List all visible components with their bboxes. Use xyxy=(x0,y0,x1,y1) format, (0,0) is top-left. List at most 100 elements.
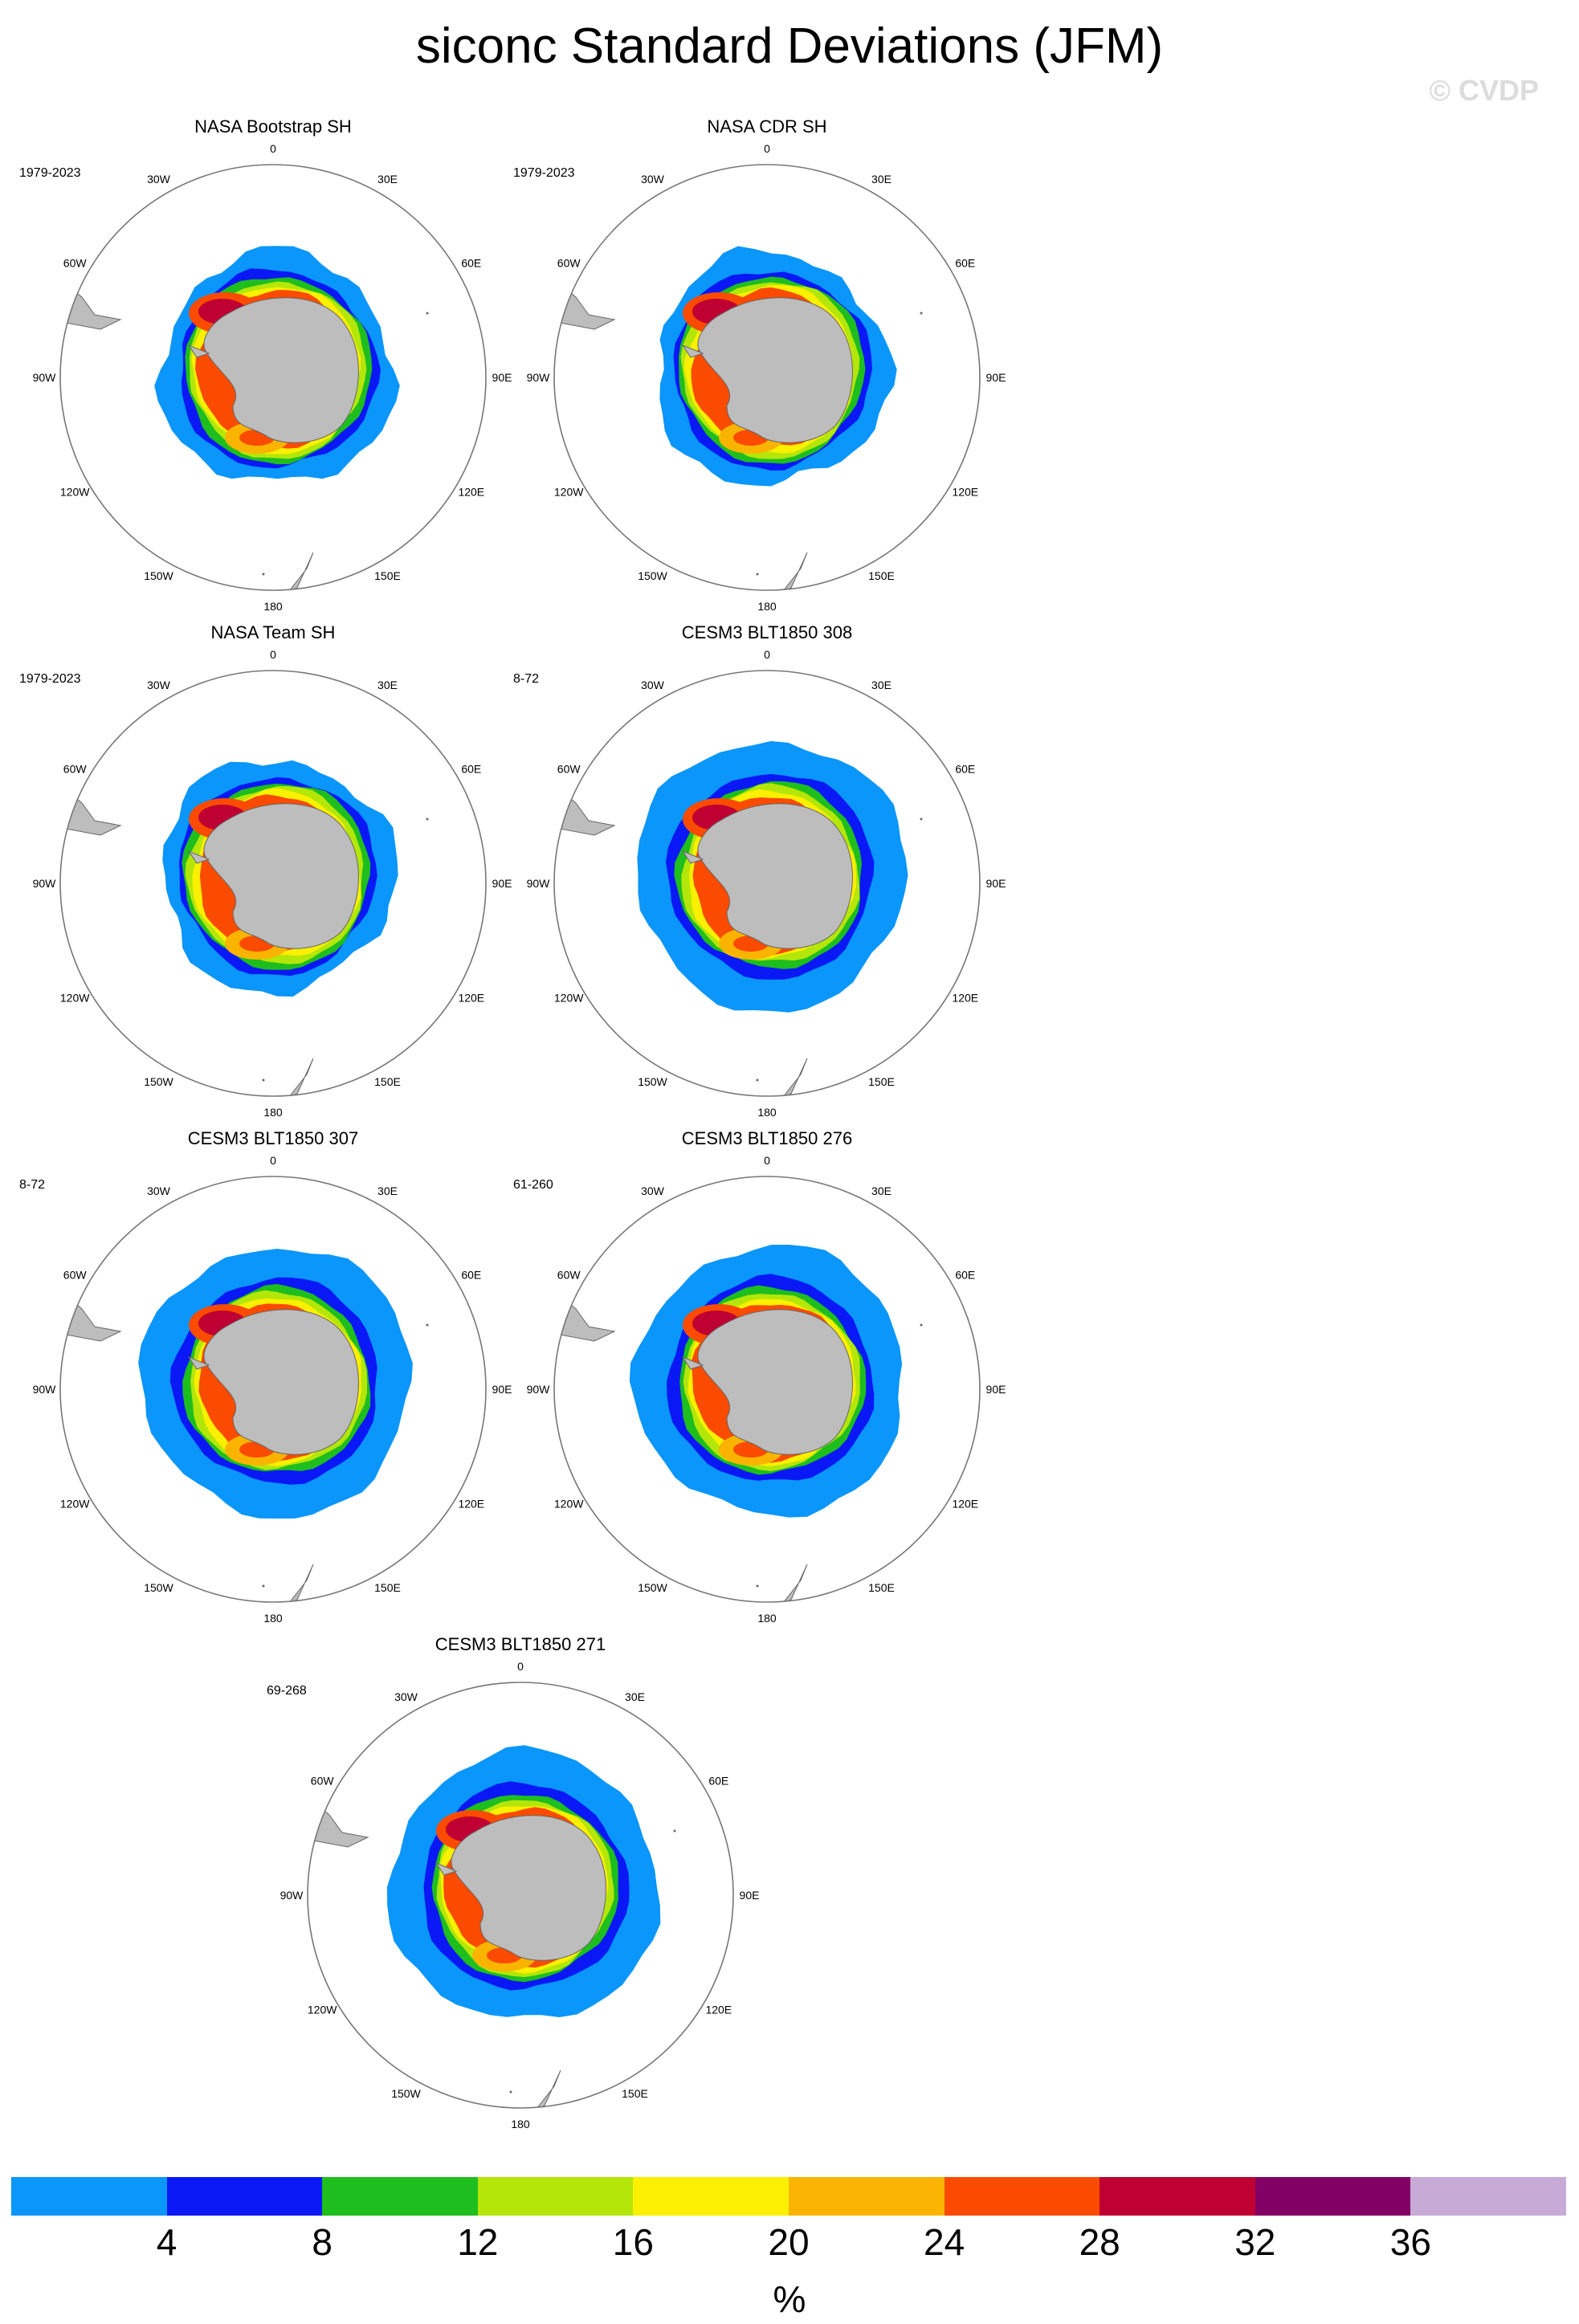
longitude-label: 150W xyxy=(638,1075,667,1088)
longitude-label: 60E xyxy=(955,763,975,776)
polar-map: 0 30E 60E 90E 120E 150E 180 150W 120W 90W 60W 30W xyxy=(33,142,512,613)
longitude-label: 120E xyxy=(952,486,978,499)
south-america-landmass xyxy=(309,1797,369,1848)
colorbar-tick-label: 24 xyxy=(924,2221,965,2263)
colorbar-segment xyxy=(1255,2177,1411,2216)
longitude-label: 120W xyxy=(554,486,584,499)
longitude-label: 180 xyxy=(263,600,283,613)
panel-years: 1979-2023 xyxy=(19,672,81,686)
longitude-label: 0 xyxy=(517,1660,524,1673)
longitude-label: 150E xyxy=(868,569,895,582)
watermark: © CVDP xyxy=(1429,74,1539,107)
map-panel: NASA CDR SH 1979-2023 0 30E 60E 90E 120E 150E 18… xyxy=(502,116,1032,614)
polar-map: 0 30E 60E 90E 120E 150E 180 150W 120W 90W 60W 30W xyxy=(527,1154,1006,1625)
map-panel: CESM3 BLT1850 276 61-260 0 30E 60E 90E 120E 150… xyxy=(502,1128,1032,1626)
longitude-label: 30E xyxy=(871,679,892,691)
colorbar-segment xyxy=(1100,2177,1255,2216)
colorbar-segment xyxy=(944,2177,1100,2216)
new-zealand-landmass xyxy=(288,552,314,590)
panel-title: CESM3 BLT1850 307 xyxy=(187,1128,359,1148)
new-zealand-landmass xyxy=(535,2069,561,2108)
longitude-label: 30E xyxy=(625,1690,645,1703)
colorbar-segment xyxy=(633,2177,789,2216)
longitude-label: 150W xyxy=(391,2087,421,2100)
longitude-label: 150W xyxy=(638,1581,667,1594)
panel-title: NASA Team SH xyxy=(210,622,336,642)
polar-map: 0 30E 60E 90E 120E 150E 180 150W 120W 90W 60W 30W xyxy=(33,648,512,1119)
antarctica-landmass xyxy=(697,803,853,949)
map-boundary xyxy=(553,670,981,1097)
longitude-label: 150W xyxy=(638,569,667,582)
longitude-label: 90E xyxy=(492,1383,512,1396)
map-panel: NASA Team SH 1979-2023 0 30E 60E 90E 120E 150E 1… xyxy=(8,622,538,1120)
longitude-label: 60E xyxy=(461,257,481,270)
antarctica-landmass xyxy=(697,1309,853,1455)
new-zealand-landmass xyxy=(781,1564,808,1602)
panel-years: 61-260 xyxy=(513,1178,553,1192)
longitude-label: 60W xyxy=(557,257,581,270)
longitude-label: 60W xyxy=(63,257,88,270)
longitude-label: 30W xyxy=(147,173,171,186)
colorbar-tick-label: 16 xyxy=(612,2221,654,2263)
figure-title: siconc Standard Deviations (JFM) xyxy=(415,18,1164,74)
longitude-label: 30W xyxy=(394,1690,418,1703)
map-panel: CESM3 BLT1850 271 69-268 0 30E 60E 90E 120E 150… xyxy=(255,1634,785,2132)
longitude-label: 90W xyxy=(33,877,57,890)
longitude-label: 90W xyxy=(280,1889,304,1902)
longitude-label: 150E xyxy=(868,1075,895,1088)
longitude-label: 120E xyxy=(952,1498,978,1511)
longitude-label: 120W xyxy=(554,1498,584,1511)
new-zealand-landmass xyxy=(288,1058,314,1096)
map-boundary xyxy=(553,164,981,591)
map-boundary xyxy=(59,1176,487,1603)
longitude-label: 150E xyxy=(868,1581,895,1594)
longitude-label: 60E xyxy=(955,257,975,270)
longitude-label: 90E xyxy=(492,371,512,384)
longitude-label: 150E xyxy=(374,569,401,582)
colorbar-tick-label: 28 xyxy=(1079,2221,1120,2263)
colorbar-segment xyxy=(477,2177,634,2216)
colorbar xyxy=(11,2177,1566,2216)
longitude-label: 60W xyxy=(63,763,88,776)
south-america-landmass xyxy=(556,785,616,836)
south-america-landmass xyxy=(556,279,616,330)
longitude-label: 60W xyxy=(557,1269,581,1282)
longitude-label: 30E xyxy=(871,1184,892,1197)
longitude-label: 60E xyxy=(461,1269,481,1282)
longitude-label: 90W xyxy=(527,371,551,384)
longitude-label: 90E xyxy=(986,877,1006,890)
map-panel: NASA Bootstrap SH 1979-2023 0 30E 60E 90E 120E… xyxy=(8,116,538,614)
longitude-label: 90W xyxy=(527,1383,551,1396)
longitude-label: 30W xyxy=(147,679,171,691)
colorbar-segment xyxy=(788,2177,945,2216)
new-zealand-landmass xyxy=(288,1564,314,1602)
longitude-label: 30E xyxy=(377,1184,398,1197)
longitude-label: 0 xyxy=(270,648,276,661)
longitude-label: 120W xyxy=(60,992,90,1005)
panel-title: CESM3 BLT1850 308 xyxy=(681,622,853,642)
south-america-landmass xyxy=(556,1291,616,1342)
map-boundary xyxy=(307,1682,734,2109)
longitude-label: 120E xyxy=(458,992,484,1005)
panel-years: 69-268 xyxy=(267,1684,307,1698)
longitude-label: 30W xyxy=(641,679,665,691)
longitude-label: 120E xyxy=(458,486,484,499)
panel-title: CESM3 BLT1850 276 xyxy=(681,1128,853,1148)
antarctica-landmass xyxy=(697,297,853,443)
map-panel: CESM3 BLT1850 308 8-72 0 30E 60E 90E 120E 150E 1… xyxy=(502,622,1032,1120)
longitude-label: 90W xyxy=(33,371,57,384)
south-america-landmass xyxy=(62,279,122,330)
longitude-label: 30E xyxy=(871,173,892,186)
antarctica-landmass xyxy=(451,1815,606,1961)
longitude-label: 150W xyxy=(144,569,173,582)
longitude-label: 180 xyxy=(263,1106,283,1119)
new-zealand-landmass xyxy=(781,552,808,590)
longitude-label: 120E xyxy=(458,1498,484,1511)
longitude-label: 30E xyxy=(377,173,398,186)
colorbar-segment xyxy=(322,2177,478,2216)
colorbar-units: % xyxy=(773,2278,806,2320)
colorbar-tick-label: 36 xyxy=(1389,2221,1431,2263)
polar-map: 0 30E 60E 90E 120E 150E 180 150W 120W 90W 60W 30W xyxy=(33,1154,512,1625)
longitude-label: 120W xyxy=(308,2004,337,2016)
longitude-label: 90E xyxy=(986,1383,1006,1396)
